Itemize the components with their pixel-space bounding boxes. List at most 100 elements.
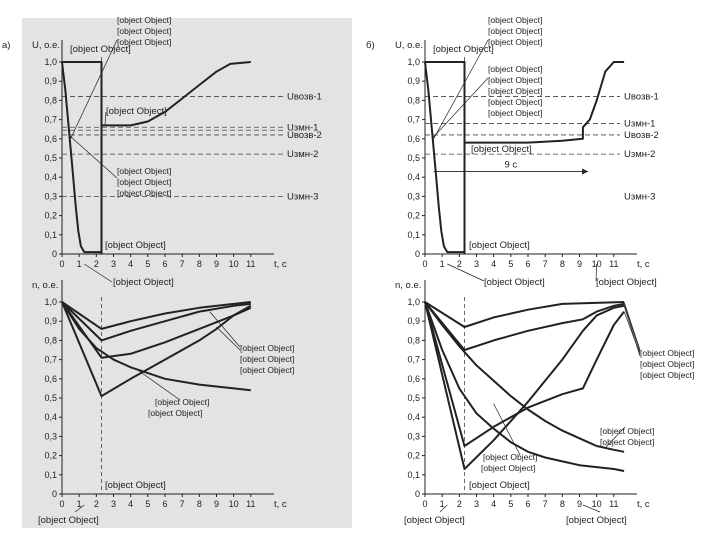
x-tick-label: 4 bbox=[491, 259, 496, 269]
x-tick-label: 3 bbox=[111, 499, 116, 509]
series-line-1 bbox=[61, 301, 251, 342]
y-tick-label: 0,8 bbox=[44, 335, 57, 345]
series-line-2 bbox=[424, 301, 625, 447]
annotation-text: [object Object] bbox=[240, 343, 294, 353]
x-tick-label: 7 bbox=[180, 499, 185, 509]
threshold-label: Uвозв-1 bbox=[624, 92, 659, 103]
leader-line bbox=[68, 134, 118, 179]
annotation-text: [object Object] bbox=[566, 515, 627, 526]
annotation-unach: [object Object] bbox=[471, 144, 532, 155]
y-tick-label: 0,5 bbox=[407, 153, 420, 163]
y-tick-label: 0,4 bbox=[407, 412, 420, 422]
x-axis-label: t, с bbox=[274, 259, 287, 270]
panel-label-a: а) bbox=[2, 40, 10, 51]
x-tick-label: 5 bbox=[145, 499, 150, 509]
y-axis-label: U, о.е. bbox=[395, 40, 423, 51]
annotation-text: [object Object] bbox=[117, 188, 171, 198]
x-axis-label: t, с bbox=[274, 499, 287, 510]
x-tick-label: 11 bbox=[609, 499, 618, 509]
y-tick-label: 0,2 bbox=[407, 211, 420, 221]
y-tick-label: 0,4 bbox=[44, 172, 57, 182]
annotation-tpp: [object Object] bbox=[469, 240, 530, 251]
x-tick-label: 2 bbox=[457, 259, 462, 269]
series-line-1 bbox=[425, 61, 466, 254]
x-tick-label: 3 bbox=[474, 259, 479, 269]
y-tick-label: 0,5 bbox=[407, 393, 420, 403]
y-tick-label: 0,9 bbox=[407, 76, 420, 86]
x-tick-label: 6 bbox=[162, 259, 167, 269]
annotation-text: [object Object] bbox=[488, 97, 542, 107]
x-tick-label: 8 bbox=[197, 499, 202, 509]
annotation-text: [object Object] bbox=[488, 15, 542, 25]
y-tick-label: 0,4 bbox=[44, 412, 57, 422]
y-tick-label: 0,4 bbox=[407, 172, 420, 182]
annotation-text: [object Object] bbox=[488, 64, 542, 74]
x-tick-label: 6 bbox=[525, 259, 530, 269]
x-tick-label: 1 bbox=[440, 499, 445, 509]
annotation-text: [object Object] bbox=[148, 408, 202, 418]
x-tick-label: 10 bbox=[229, 259, 239, 269]
x-tick-label: 2 bbox=[94, 499, 99, 509]
x-tick-label: 6 bbox=[162, 499, 167, 509]
leader-line bbox=[84, 263, 113, 283]
leader-line bbox=[447, 263, 485, 282]
threshold-label: Uзмн-3 bbox=[624, 191, 655, 202]
annotation-text: [object Object] bbox=[113, 277, 174, 288]
y-tick-label: 1,0 bbox=[407, 57, 420, 67]
x-tick-label: 4 bbox=[128, 259, 133, 269]
annotation-text: [object Object] bbox=[117, 37, 171, 47]
x-tick-label: 0 bbox=[422, 499, 427, 509]
panel-b-background bbox=[385, 18, 715, 528]
y-tick-label: 0,7 bbox=[407, 355, 420, 365]
threshold-label: Uзмн-1 bbox=[624, 118, 655, 129]
y-tick-label: 0,9 bbox=[407, 316, 420, 326]
annotation-unach: [object Object] bbox=[106, 106, 167, 117]
annotation-text: [object Object] bbox=[117, 15, 171, 25]
leader-line bbox=[139, 370, 181, 401]
y-axis-label: U, о.е. bbox=[32, 40, 60, 51]
annotation-text: [object Object] bbox=[240, 354, 294, 364]
annotation-text: [object Object] bbox=[481, 463, 535, 473]
leader-line bbox=[595, 263, 598, 282]
x-tick-label: 1 bbox=[440, 259, 445, 269]
y-tick-label: 0,2 bbox=[44, 451, 57, 461]
leader-line bbox=[623, 303, 641, 353]
y-tick-label: 0 bbox=[52, 249, 57, 259]
x-tick-label: 8 bbox=[560, 499, 565, 509]
y-tick-label: 0,6 bbox=[44, 134, 57, 144]
y-tick-label: 0 bbox=[415, 489, 420, 499]
annotation-text: [object Object] bbox=[483, 452, 537, 462]
y-tick-label: 0,1 bbox=[407, 470, 420, 480]
x-tick-label: 1 bbox=[77, 259, 82, 269]
leader-line bbox=[433, 39, 489, 139]
series-line-4 bbox=[61, 301, 251, 392]
leader-line bbox=[431, 77, 489, 140]
y-tick-label: 0,1 bbox=[407, 230, 420, 240]
annotation-umrp: [object Object] bbox=[433, 44, 494, 55]
x-tick-label: 7 bbox=[180, 259, 185, 269]
x-tick-label: 11 bbox=[246, 499, 255, 509]
x-tick-label: 8 bbox=[197, 259, 202, 269]
y-tick-label: 0,2 bbox=[407, 451, 420, 461]
y-tick-label: 0 bbox=[415, 249, 420, 259]
annotation-text: [object Object] bbox=[600, 426, 654, 436]
y-tick-label: 0,5 bbox=[44, 153, 57, 163]
threshold-label: Uвозв-2 bbox=[624, 130, 659, 141]
x-tick-label: 10 bbox=[229, 499, 239, 509]
leader-line bbox=[104, 111, 107, 126]
y-tick-label: 0,2 bbox=[44, 211, 57, 221]
leader-line bbox=[216, 326, 241, 351]
y-tick-label: 0,6 bbox=[407, 374, 420, 384]
annotation-tpp: [object Object] bbox=[105, 480, 166, 491]
annotation-umrp: [object Object] bbox=[70, 44, 131, 55]
x-tick-label: 7 bbox=[543, 499, 548, 509]
annotation-text: [object Object] bbox=[488, 86, 542, 96]
series-line-3 bbox=[424, 301, 625, 470]
y-tick-label: 0,5 bbox=[44, 393, 57, 403]
series-line-5 bbox=[424, 301, 625, 472]
series-line-0 bbox=[424, 301, 625, 328]
leader-line bbox=[70, 39, 118, 139]
x-tick-label: 5 bbox=[508, 259, 513, 269]
x-tick-label: 7 bbox=[543, 259, 548, 269]
